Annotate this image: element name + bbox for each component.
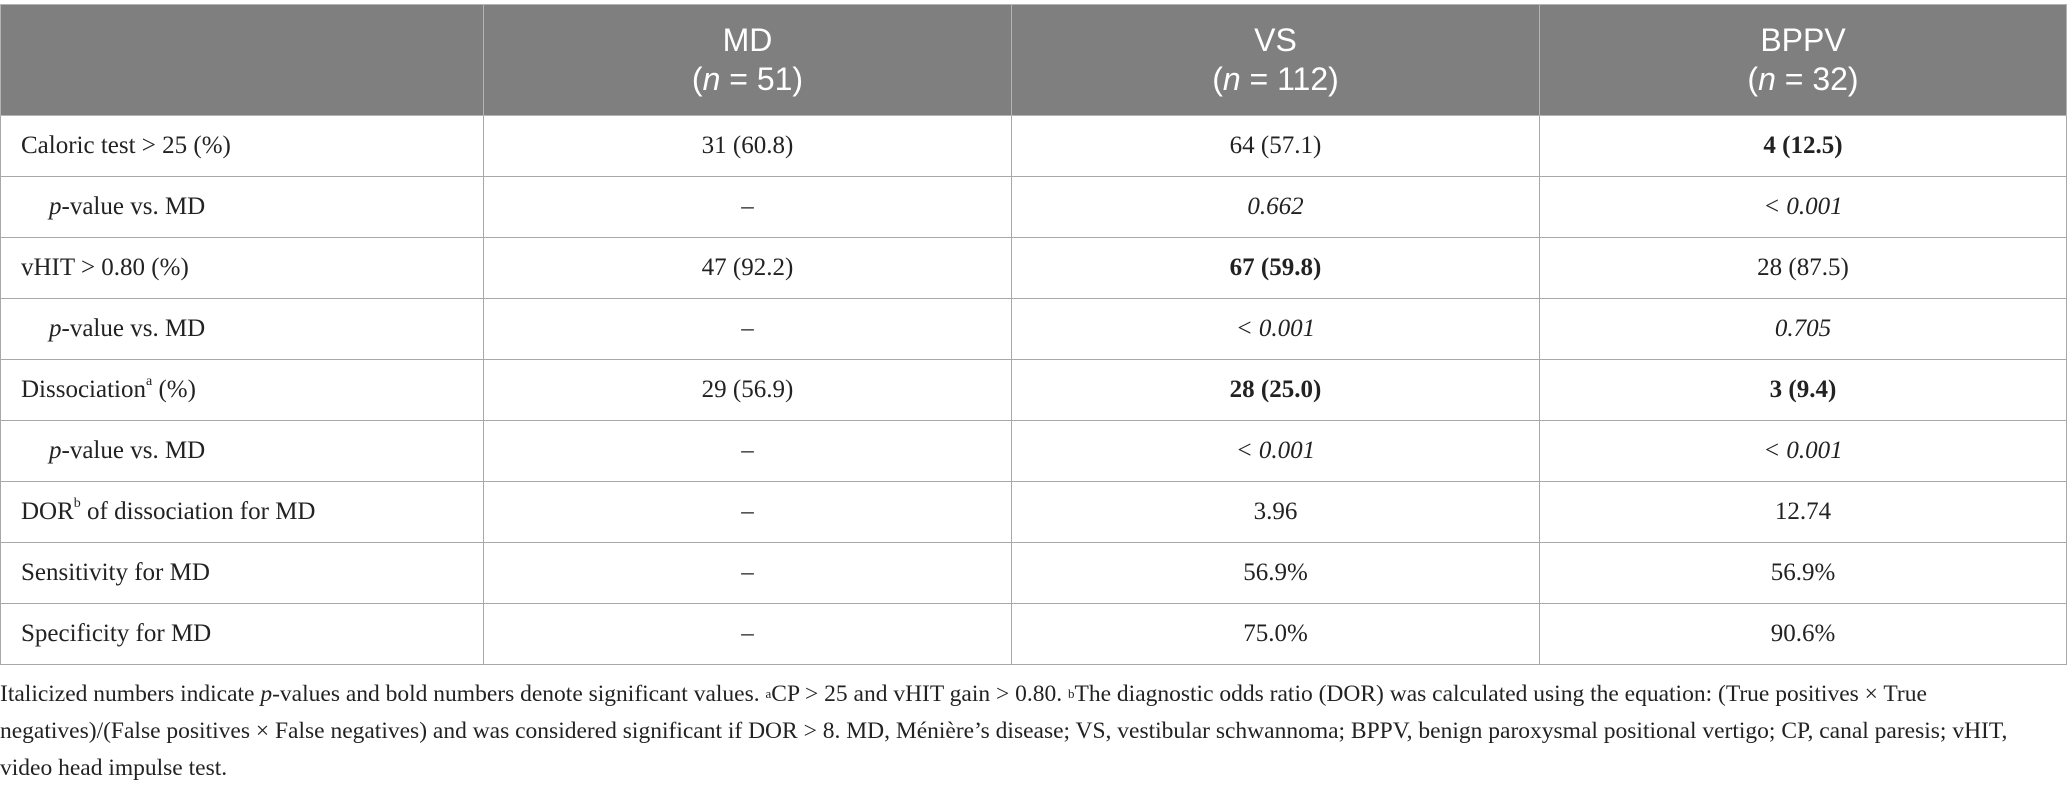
cell-vs: 0.662 xyxy=(1011,176,1540,238)
cell-md: – xyxy=(483,176,1012,238)
header-vs-n-symbol: n xyxy=(1222,61,1241,97)
row-label: Dissociationa (%) xyxy=(0,359,484,421)
cell-bppv: < 0.001 xyxy=(1539,420,2067,482)
row-label: Caloric test > 25 (%) xyxy=(0,115,484,177)
header-md-open-paren: ( xyxy=(691,61,703,97)
row-label-text: -value vs. MD xyxy=(61,437,206,464)
cell-vs: < 0.001 xyxy=(1011,420,1540,482)
cell-vs: 56.9% xyxy=(1011,542,1540,604)
cell-bppv: 4 (12.5) xyxy=(1539,115,2067,177)
row-label: p-value vs. MD xyxy=(0,420,484,482)
p-symbol: p xyxy=(260,681,273,707)
cell-md: – xyxy=(483,542,1012,604)
cell-vs: 64 (57.1) xyxy=(1011,115,1540,177)
row-label: p-value vs. MD xyxy=(0,176,484,238)
header-md-count: (n = 51) xyxy=(484,60,1011,99)
table-footnote: Italicized numbers indicate p-values and… xyxy=(0,676,2050,787)
table-body: Caloric test > 25 (%) 31 (60.8) 64 (57.1… xyxy=(0,115,2067,665)
header-vs-name: VS xyxy=(1254,22,1297,58)
table-row-sensitivity: Sensitivity for MD – 56.9% 56.9% xyxy=(0,542,2067,604)
footnote-text-2: -values and bold numbers denote signific… xyxy=(272,681,766,707)
cell-md: – xyxy=(483,420,1012,482)
cell-md: 47 (92.2) xyxy=(483,237,1012,299)
row-label-text: Dissociation xyxy=(21,376,146,403)
header-md-n-symbol: n xyxy=(702,61,721,97)
row-label-suffix: (%) xyxy=(152,376,196,403)
row-label-suffix: of dissociation for MD xyxy=(80,498,316,525)
header-vs-count: (n = 112) xyxy=(1012,60,1539,99)
header-bppv: BPPV (n = 32) xyxy=(1539,4,2067,116)
row-label: Sensitivity for MD xyxy=(0,542,484,604)
table-row-caloric-pvalue: p-value vs. MD – 0.662 < 0.001 xyxy=(0,176,2067,238)
p-symbol: p xyxy=(49,193,62,220)
cell-vs: 28 (25.0) xyxy=(1011,359,1540,421)
header-vs: VS (n = 112) xyxy=(1011,4,1540,116)
table-row-vhit-pvalue: p-value vs. MD – < 0.001 0.705 xyxy=(0,298,2067,360)
cell-bppv: 90.6% xyxy=(1539,603,2067,665)
header-bppv-n-symbol: n xyxy=(1758,61,1776,97)
header-bppv-open-paren: ( xyxy=(1747,61,1759,97)
p-symbol: p xyxy=(49,315,62,342)
header-md: MD (n = 51) xyxy=(483,4,1012,116)
cell-bppv: 0.705 xyxy=(1539,298,2067,360)
cell-vs: 75.0% xyxy=(1011,603,1540,665)
table-row-dor: DORb of dissociation for MD – 3.96 12.74 xyxy=(0,481,2067,543)
header-vs-open-paren: ( xyxy=(1212,61,1223,97)
cell-md: 29 (56.9) xyxy=(483,359,1012,421)
header-md-name: MD xyxy=(722,22,773,58)
table-row-dissociation: Dissociationa (%) 29 (56.9) 28 (25.0) 3 … xyxy=(0,359,2067,421)
footnote-marker-a: a xyxy=(765,686,772,701)
cell-bppv: 3 (9.4) xyxy=(1539,359,2067,421)
header-bppv-name: BPPV xyxy=(1760,22,1846,58)
cell-bppv: 12.74 xyxy=(1539,481,2067,543)
header-md-n-value: = 51) xyxy=(720,61,804,97)
footnote-marker-b: b xyxy=(1068,686,1075,701)
cell-md: – xyxy=(483,603,1012,665)
footnote-marker: a xyxy=(146,374,153,389)
p-symbol: p xyxy=(49,437,62,464)
row-label-text: DOR xyxy=(21,498,74,525)
cell-bppv: 56.9% xyxy=(1539,542,2067,604)
footnote-text-4: The diagnostic odds ratio (DOR) was calc… xyxy=(0,681,2008,781)
cell-md: – xyxy=(483,481,1012,543)
table-row-dissociation-pvalue: p-value vs. MD – < 0.001 < 0.001 xyxy=(0,420,2067,482)
header-row: MD (n = 51) VS (n = 112) BPPV (n = 32) xyxy=(0,4,2067,116)
footnote-marker: b xyxy=(73,496,81,511)
footnote-text-1: Italicized numbers indicate xyxy=(0,681,261,707)
header-corner-cell xyxy=(0,4,484,116)
row-label-text: -value vs. MD xyxy=(61,193,206,220)
header-bppv-count: (n = 32) xyxy=(1540,60,2066,99)
cell-vs: < 0.001 xyxy=(1011,298,1540,360)
row-label: Specificity for MD xyxy=(0,603,484,665)
cell-vs: 3.96 xyxy=(1011,481,1540,543)
cell-md: 31 (60.8) xyxy=(483,115,1012,177)
row-label: DORb of dissociation for MD xyxy=(0,481,484,543)
cell-bppv: 28 (87.5) xyxy=(1539,237,2067,299)
cell-bppv: < 0.001 xyxy=(1539,176,2067,238)
header-vs-n-value: = 112) xyxy=(1240,61,1339,97)
row-label: vHIT > 0.80 (%) xyxy=(0,237,484,299)
row-label: p-value vs. MD xyxy=(0,298,484,360)
table-row-caloric-test: Caloric test > 25 (%) 31 (60.8) 64 (57.1… xyxy=(0,115,2067,177)
table-row-vhit: vHIT > 0.80 (%) 47 (92.2) 67 (59.8) 28 (… xyxy=(0,237,2067,299)
cell-md: – xyxy=(483,298,1012,360)
table-row-specificity: Specificity for MD – 75.0% 90.6% xyxy=(0,603,2067,665)
header-bppv-n-value: = 32) xyxy=(1775,61,1859,97)
results-table: MD (n = 51) VS (n = 112) BPPV (n = 32) C… xyxy=(0,4,2067,665)
footnote-text-3: CP > 25 and vHIT gain > 0.80. xyxy=(771,681,1069,707)
cell-vs: 67 (59.8) xyxy=(1011,237,1540,299)
table-header: MD (n = 51) VS (n = 112) BPPV (n = 32) xyxy=(0,4,2067,116)
row-label-text: -value vs. MD xyxy=(61,315,206,342)
